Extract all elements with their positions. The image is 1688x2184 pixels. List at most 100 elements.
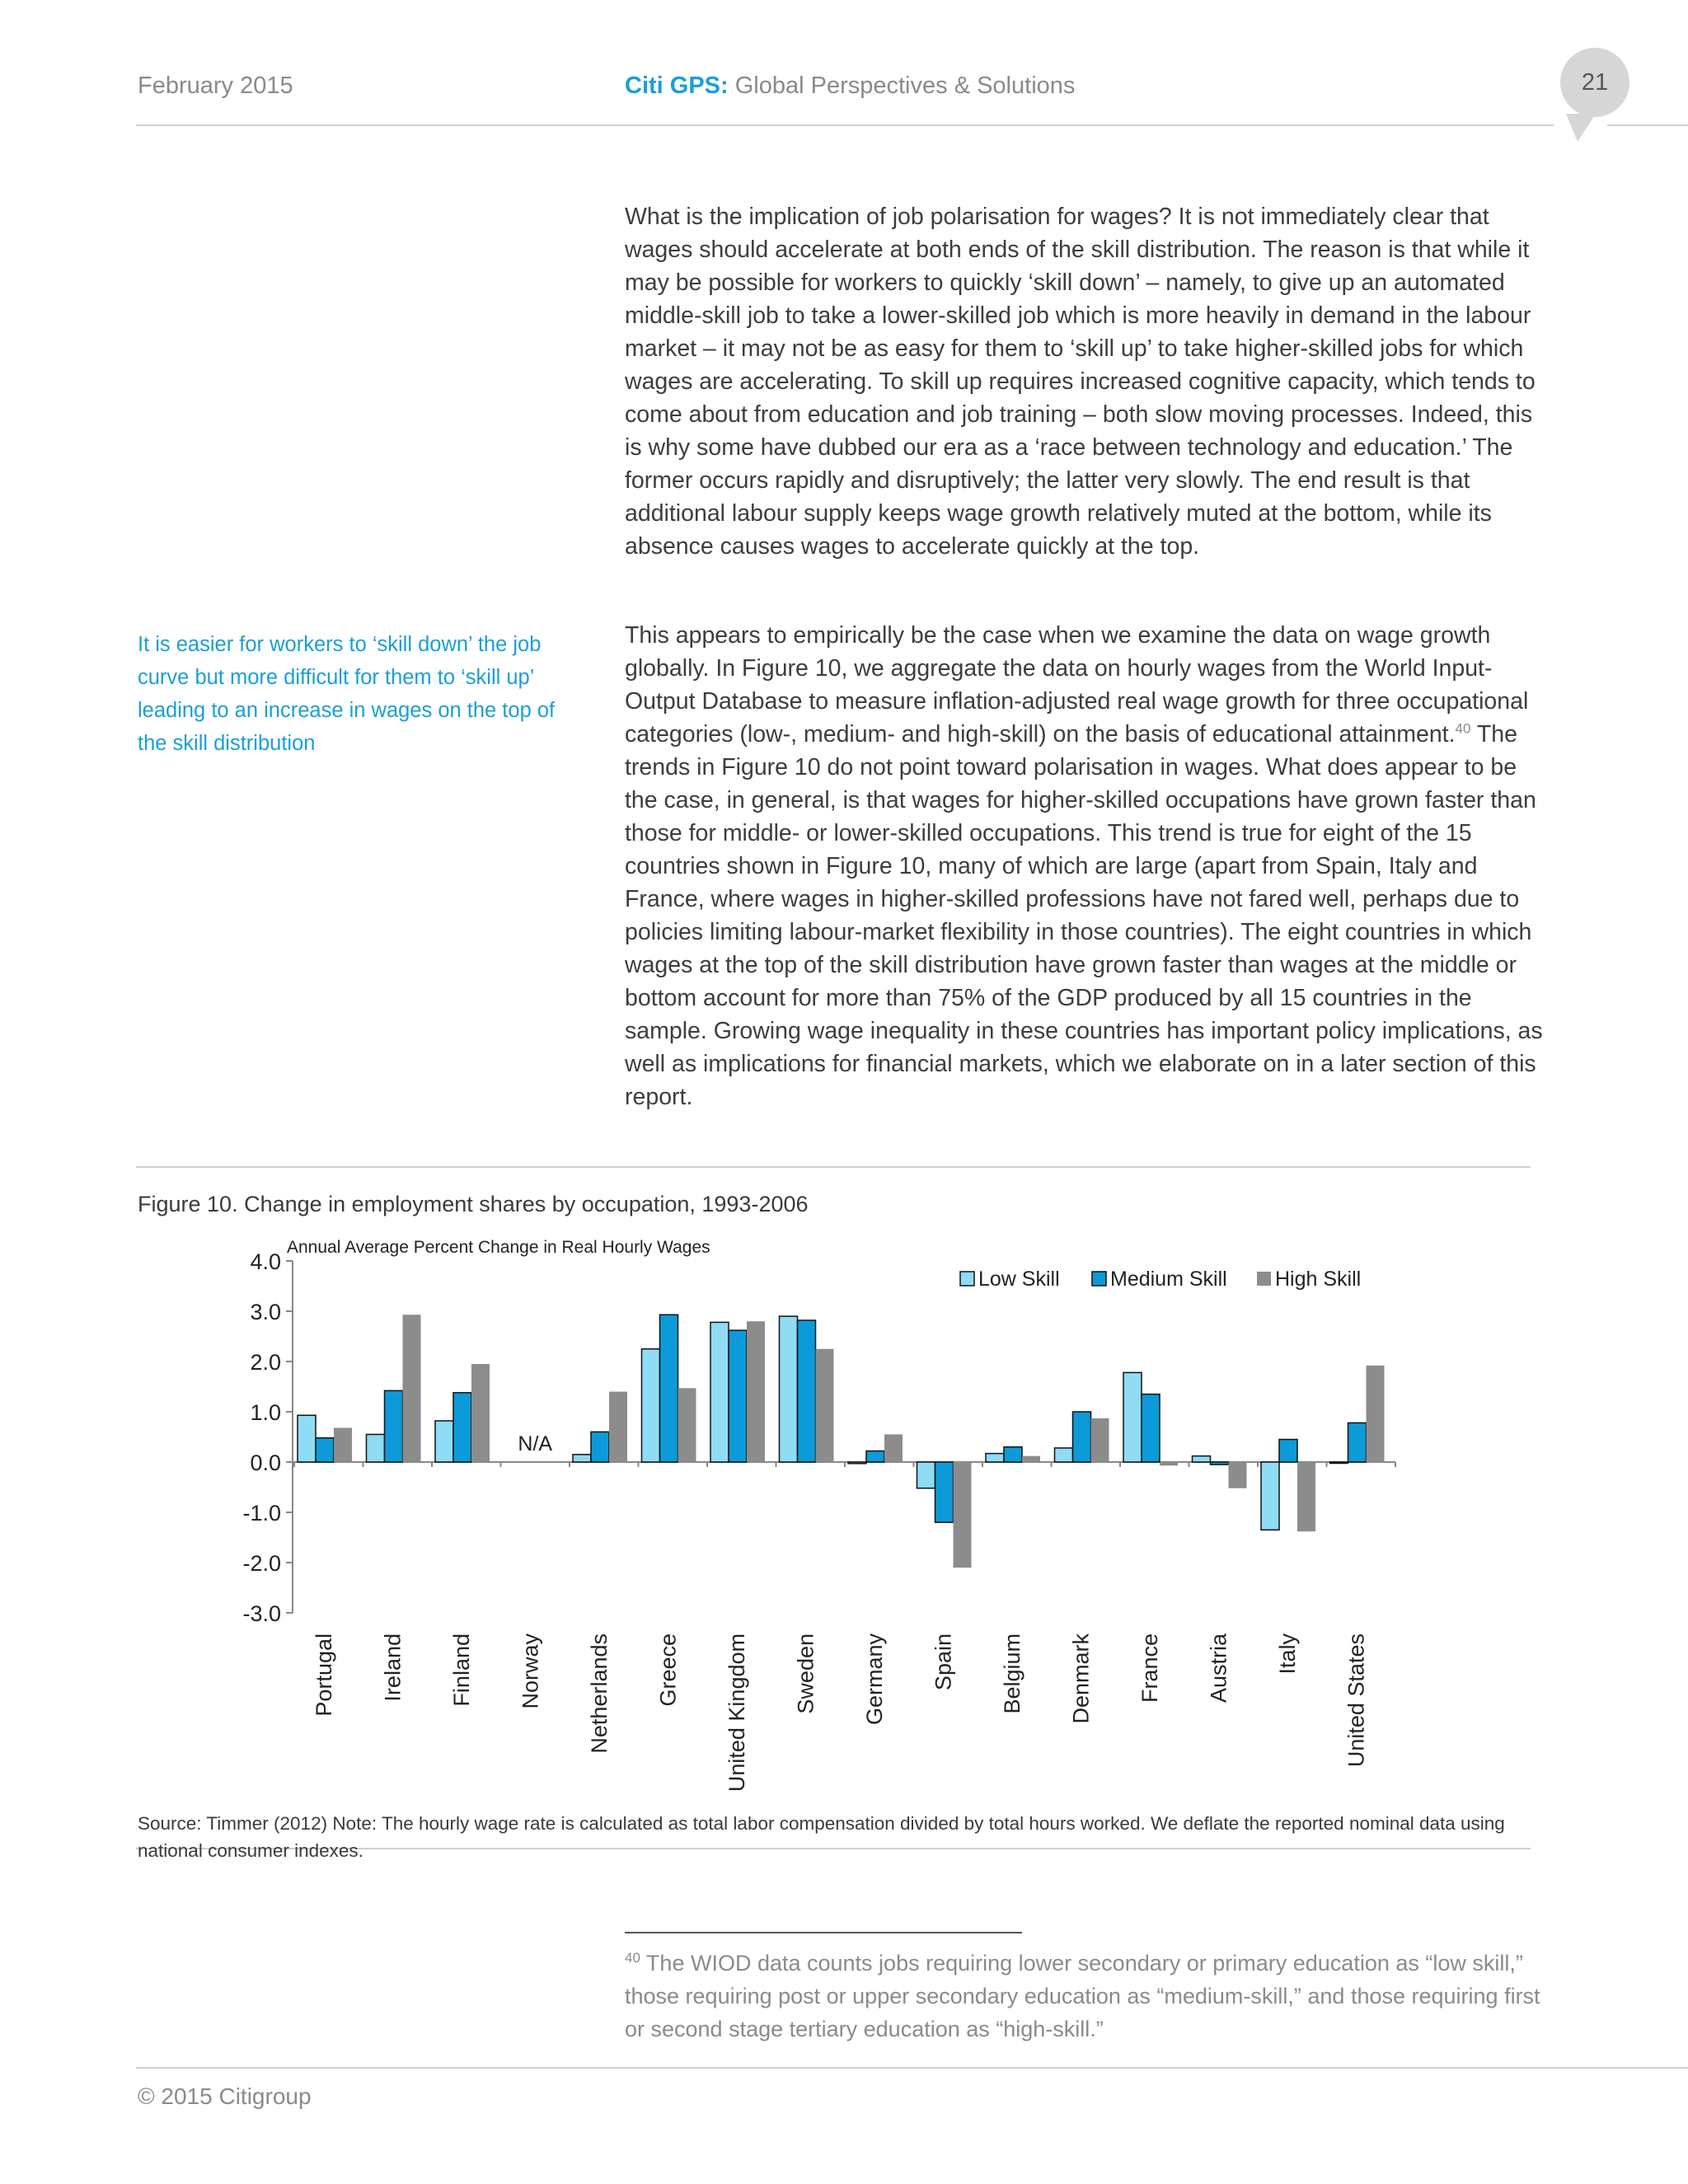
x-tick-label: United States xyxy=(1344,1633,1369,1767)
bar-netherlands-medium-skill xyxy=(590,1431,610,1463)
bar-belgium-medium-skill xyxy=(1003,1446,1023,1463)
figure-source-note: Source: Timmer (2012) Note: The hourly w… xyxy=(138,1813,1505,1861)
sidebar-note: It is easier for workers to ‘skill down’… xyxy=(138,633,556,755)
footnote: 40 The WIOD data counts jobs requiring l… xyxy=(625,1947,1548,2046)
bar-portugal-high-skill xyxy=(334,1427,352,1462)
x-tick-label: Spain xyxy=(931,1633,956,1690)
footnote-reference[interactable]: 40 xyxy=(1455,720,1471,737)
bar-austria-high-skill xyxy=(1228,1462,1247,1488)
y-axis-title: Annual Average Percent Change in Real Ho… xyxy=(287,1238,710,1257)
figure-bottom-divider xyxy=(136,1848,1531,1849)
y-tick-label: -1.0 xyxy=(242,1501,281,1526)
bar-finland-low-skill xyxy=(434,1420,454,1463)
x-tick-label: Denmark xyxy=(1069,1633,1094,1724)
bar-germany-low-skill xyxy=(847,1461,867,1465)
bar-netherlands-high-skill xyxy=(609,1391,627,1462)
y-tick-label: 4.0 xyxy=(250,1249,281,1274)
paragraph-2-text-b: The trends in Figure 10 do not point tow… xyxy=(625,721,1543,1110)
footnote-divider xyxy=(625,1932,1022,1933)
bar-austria-low-skill xyxy=(1191,1455,1212,1463)
bar-italy-medium-skill xyxy=(1278,1438,1298,1463)
bar-finland-high-skill xyxy=(471,1364,490,1462)
bar-united-kingdom-low-skill xyxy=(710,1321,729,1463)
legend-swatch xyxy=(1257,1272,1271,1286)
footnote-number: 40 xyxy=(625,1950,640,1966)
figure-title: Figure 10. Change in employment shares b… xyxy=(138,1192,809,1216)
bar-united-states-low-skill xyxy=(1329,1461,1349,1465)
body-paragraph-1: What is the implication of job polarisat… xyxy=(625,204,1536,560)
bar-ireland-high-skill xyxy=(402,1315,421,1462)
bar-austria-medium-skill xyxy=(1209,1461,1230,1465)
x-tick-label: Ireland xyxy=(381,1633,406,1702)
body-paragraph-2: This appears to empirically be the case … xyxy=(625,619,1548,1113)
bar-united-kingdom-high-skill xyxy=(747,1321,765,1462)
chart-bars xyxy=(297,1314,1385,1568)
bar-sweden-low-skill xyxy=(778,1315,799,1463)
header-date: February 2015 xyxy=(138,73,293,99)
x-tick-label: Netherlands xyxy=(587,1633,612,1754)
chart-legend: Low Skill Medium Skill High Skill xyxy=(959,1268,1361,1291)
chart-axes: 4.0 3.0 2.0 1.0 0.0 -1.0 -2.0 -3.0 xyxy=(242,1249,1396,1626)
wage-change-bar-chart: Annual Average Percent Change in Real Ho… xyxy=(242,1238,1396,1792)
bar-denmark-medium-skill xyxy=(1071,1411,1092,1463)
x-tick-label: United Kingdom xyxy=(724,1633,749,1792)
bar-france-low-skill xyxy=(1123,1371,1142,1463)
header-divider-right xyxy=(1607,124,1688,126)
bar-italy-high-skill xyxy=(1297,1462,1315,1532)
y-tick-label: 1.0 xyxy=(250,1400,281,1425)
x-tick-label: France xyxy=(1137,1633,1162,1703)
x-tick-label: Norway xyxy=(518,1633,543,1709)
brand-subtitle: Global Perspectives & Solutions xyxy=(734,73,1076,99)
bar-ireland-medium-skill xyxy=(383,1390,404,1463)
footer-divider xyxy=(136,2067,1688,2069)
bar-germany-high-skill xyxy=(884,1434,903,1462)
bar-denmark-high-skill xyxy=(1090,1418,1109,1462)
figure-top-divider xyxy=(136,1166,1531,1168)
bar-germany-medium-skill xyxy=(865,1450,885,1463)
bar-greece-medium-skill xyxy=(659,1314,679,1463)
x-tick-label: Austria xyxy=(1207,1633,1231,1703)
y-tick-label: 0.0 xyxy=(250,1451,281,1475)
bar-finland-medium-skill xyxy=(452,1392,472,1463)
x-tick-label: Sweden xyxy=(794,1633,818,1714)
legend-label: Low Skill xyxy=(978,1268,1060,1291)
category-labels: Portugal Ireland Finland Norway Netherlands G… xyxy=(312,1633,1369,1792)
footnote-text: The WIOD data counts jobs requiring lowe… xyxy=(625,1951,1540,2041)
x-tick-label: Germany xyxy=(862,1633,887,1726)
bar-spain-low-skill xyxy=(916,1461,936,1489)
page-bubble-tail xyxy=(1566,114,1596,142)
bar-united-states-high-skill xyxy=(1366,1365,1385,1462)
y-tick-label: 3.0 xyxy=(250,1300,281,1324)
bar-sweden-high-skill xyxy=(815,1348,834,1462)
x-tick-label: Greece xyxy=(656,1633,681,1707)
legend-label: High Skill xyxy=(1275,1268,1361,1291)
y-tick-label: -3.0 xyxy=(242,1601,281,1626)
bar-greece-low-skill xyxy=(640,1348,661,1463)
brand-name: Citi GPS: xyxy=(625,73,729,99)
bar-greece-high-skill xyxy=(678,1388,696,1462)
x-tick-label: Finland xyxy=(449,1633,474,1707)
page-number: 21 xyxy=(1560,48,1629,117)
bar-belgium-low-skill xyxy=(985,1452,1005,1463)
bar-portugal-low-skill xyxy=(297,1414,316,1463)
chart-annotations: N/A xyxy=(518,1432,552,1455)
bar-france-medium-skill xyxy=(1141,1393,1160,1463)
x-tick-label: Italy xyxy=(1275,1633,1300,1675)
x-tick-label: Belgium xyxy=(1000,1633,1025,1714)
bar-france-high-skill xyxy=(1160,1462,1178,1466)
bar-denmark-low-skill xyxy=(1053,1447,1074,1463)
bar-united-states-medium-skill xyxy=(1347,1422,1367,1463)
x-tick-label: Portugal xyxy=(312,1633,336,1717)
bar-italy-low-skill xyxy=(1260,1461,1280,1531)
bar-united-kingdom-medium-skill xyxy=(728,1329,748,1463)
bar-spain-medium-skill xyxy=(934,1461,954,1523)
header-brand: Citi GPS: Global Perspectives & Solution… xyxy=(625,73,1075,100)
na-annotation: N/A xyxy=(518,1432,552,1455)
bar-belgium-high-skill xyxy=(1022,1455,1040,1462)
paragraph-2-text-a: This appears to empirically be the case … xyxy=(625,622,1529,748)
bar-portugal-medium-skill xyxy=(315,1436,335,1463)
bar-sweden-medium-skill xyxy=(796,1319,817,1463)
legend-swatch xyxy=(959,1271,975,1286)
copyright: © 2015 Citigroup xyxy=(138,2083,312,2109)
header-divider xyxy=(136,124,1554,126)
